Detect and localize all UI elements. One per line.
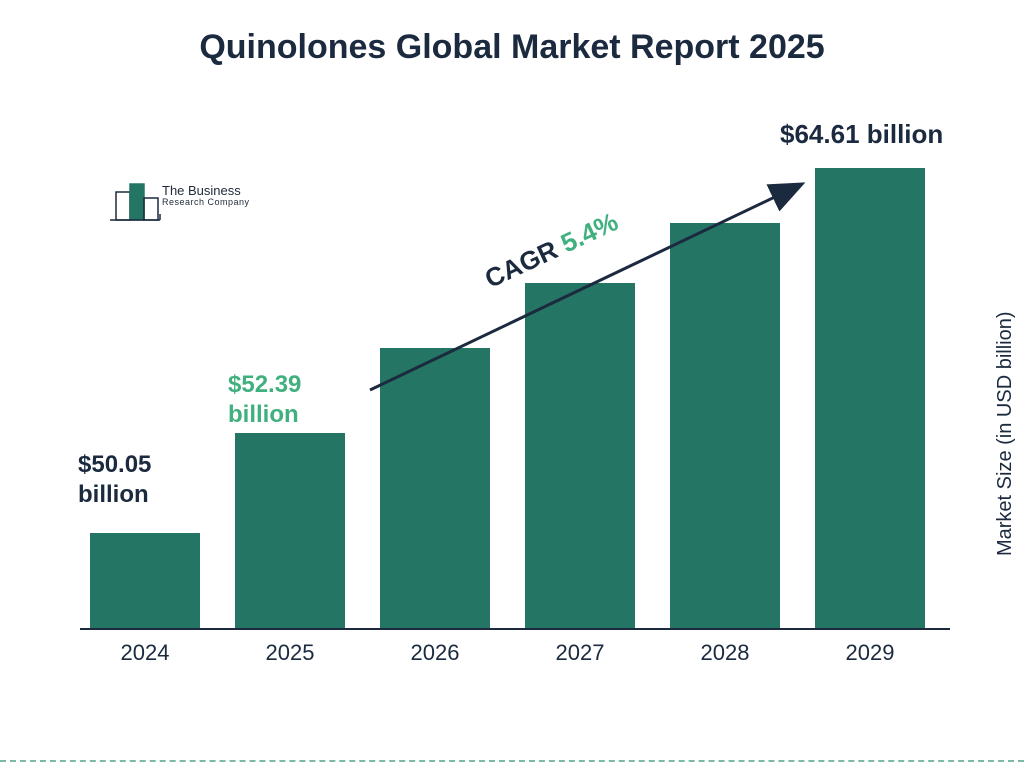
x-axis-tick-label: 2027	[525, 640, 635, 666]
x-axis-tick-label: 2028	[670, 640, 780, 666]
bar	[670, 223, 780, 628]
bar	[380, 348, 490, 628]
footer-divider	[0, 760, 1024, 762]
x-axis-tick-label: 2026	[380, 640, 490, 666]
page-root: Quinolones Global Market Report 2025 The…	[0, 0, 1024, 768]
datalabel-2029: $64.61 billion	[780, 118, 943, 151]
x-axis-tick-label: 2024	[90, 640, 200, 666]
x-axis-line	[80, 628, 950, 630]
datalabel-2025-unit: billion	[228, 400, 301, 430]
y-axis-label: Market Size (in USD billion)	[995, 312, 1018, 557]
chart-area: 2024 2025 2026 2027 2028 2029	[80, 140, 950, 670]
x-axis-labels: 2024 2025 2026 2027 2028 2029	[80, 634, 950, 670]
chart-title: Quinolones Global Market Report 2025	[0, 28, 1024, 67]
bar	[815, 168, 925, 628]
bar	[90, 533, 200, 628]
bars-container	[80, 140, 950, 628]
x-axis-tick-label: 2025	[235, 640, 345, 666]
datalabel-2024-unit: billion	[78, 480, 151, 510]
datalabel-2024-value: $50.05	[78, 450, 151, 480]
bar	[525, 283, 635, 628]
bar	[235, 433, 345, 628]
datalabel-2025-value: $52.39	[228, 370, 301, 400]
x-axis-tick-label: 2029	[815, 640, 925, 666]
datalabel-2024: $50.05 billion	[78, 450, 151, 510]
datalabel-2025: $52.39 billion	[228, 370, 301, 430]
